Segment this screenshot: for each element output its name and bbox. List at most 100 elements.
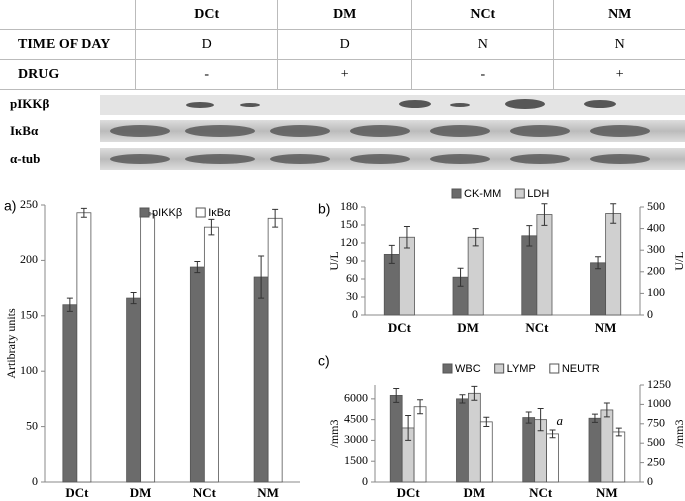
error-bar bbox=[130, 292, 137, 305]
header-cell: DCt bbox=[134, 0, 278, 30]
error-bar bbox=[80, 207, 87, 218]
legend-swatch bbox=[494, 363, 505, 374]
error-bar bbox=[549, 429, 556, 439]
legend-swatch bbox=[514, 188, 525, 199]
bar-chart: a) 0 50 100 150 200 250 Artibraty units DCt DM NCt… bbox=[4, 197, 300, 500]
condition-table: DCt DM NCt NM TIME OF DAY D D N N DRUG -… bbox=[0, 0, 685, 90]
bar bbox=[605, 213, 622, 316]
bar bbox=[588, 417, 602, 483]
x-tick-label: DCt bbox=[397, 485, 421, 500]
x-tick-label: NCt bbox=[529, 485, 553, 500]
legend-label: LDH bbox=[527, 188, 549, 200]
y-axis-label: Artibraty units bbox=[4, 308, 18, 379]
bar bbox=[203, 226, 219, 483]
error-bar bbox=[403, 225, 410, 249]
bar bbox=[398, 236, 415, 316]
y-tick-label: 60 bbox=[346, 271, 358, 285]
row-label: DRUG bbox=[0, 59, 136, 90]
bar bbox=[189, 266, 205, 483]
y2-tick-label: 200 bbox=[647, 264, 665, 278]
error-bar bbox=[525, 411, 532, 424]
bar bbox=[522, 417, 536, 483]
y2-tick-label: 500 bbox=[647, 199, 665, 213]
x-tick-label: DM bbox=[457, 320, 479, 335]
annotation: a bbox=[557, 413, 564, 428]
legend-label: IκBα bbox=[208, 207, 231, 219]
y-tick-label: 120 bbox=[340, 235, 358, 249]
y2-axis-label: /mm3 bbox=[672, 419, 685, 447]
y-tick-label: 4500 bbox=[344, 411, 368, 425]
x-tick-label: NCt bbox=[193, 485, 217, 500]
legend-swatch bbox=[195, 207, 206, 218]
error-bar bbox=[615, 427, 622, 437]
y-tick-label: 180 bbox=[340, 199, 358, 213]
error-bar bbox=[610, 203, 617, 224]
cell: + bbox=[277, 59, 412, 90]
y2-tick-label: 1000 bbox=[647, 396, 671, 410]
y2-tick-label: 300 bbox=[647, 242, 665, 256]
y-axis-label: U/L bbox=[327, 251, 341, 270]
error-bar bbox=[472, 228, 479, 247]
y2-tick-label: 500 bbox=[647, 435, 665, 449]
blot-label: α-tub bbox=[10, 151, 40, 166]
row-label: TIME OF DAY bbox=[0, 29, 136, 60]
legend-label: NEUTR bbox=[562, 363, 600, 375]
bar bbox=[253, 276, 269, 483]
blot-label: IκBα bbox=[10, 123, 39, 138]
bar bbox=[600, 409, 614, 483]
y-tick-label: 3000 bbox=[344, 432, 368, 446]
y2-tick-label: 250 bbox=[647, 454, 665, 468]
bar bbox=[468, 392, 481, 483]
legend-swatch bbox=[549, 363, 560, 374]
y-tick-label: 200 bbox=[20, 252, 38, 266]
legend-label: pIKKβ bbox=[152, 207, 182, 219]
bar bbox=[467, 236, 484, 316]
error-bar bbox=[457, 267, 464, 287]
cell: N bbox=[411, 29, 554, 60]
y-tick-label: 100 bbox=[20, 363, 38, 377]
panel-label: a) bbox=[4, 198, 16, 214]
bar bbox=[536, 214, 553, 316]
bar bbox=[456, 398, 469, 483]
blot-bands bbox=[110, 125, 650, 164]
bar bbox=[590, 262, 607, 316]
panel-label: b) bbox=[318, 201, 330, 217]
bar bbox=[612, 431, 626, 483]
y-tick-label: 6000 bbox=[344, 391, 368, 405]
y2-tick-label: 0 bbox=[647, 307, 653, 321]
legend-label: LYMP bbox=[507, 363, 536, 375]
y-tick-label: 150 bbox=[340, 217, 358, 231]
error-bar bbox=[208, 218, 215, 236]
cell: N bbox=[553, 29, 685, 60]
bar bbox=[76, 212, 92, 483]
y2-tick-label: 400 bbox=[647, 220, 665, 234]
x-tick-label: DM bbox=[464, 485, 486, 500]
error-bar bbox=[591, 413, 598, 423]
error-bar bbox=[537, 408, 544, 432]
error-bar bbox=[526, 225, 533, 247]
blot-label: pIKKβ bbox=[10, 96, 50, 111]
error-bar bbox=[603, 402, 610, 418]
error-bar bbox=[66, 297, 73, 312]
bar bbox=[389, 394, 403, 483]
cell: - bbox=[134, 59, 278, 90]
y-tick-label: 30 bbox=[346, 289, 358, 303]
legend-swatch bbox=[451, 188, 462, 199]
y2-tick-label: 100 bbox=[647, 285, 665, 299]
header-cell: DM bbox=[277, 0, 412, 30]
panel-label: c) bbox=[318, 353, 330, 369]
error-bar bbox=[595, 256, 602, 270]
x-tick-label: NM bbox=[257, 485, 279, 500]
y2-axis-label: U/L bbox=[672, 251, 685, 270]
legend-swatch bbox=[139, 207, 150, 218]
y-tick-label: 0 bbox=[362, 474, 368, 488]
y-tick-label: 150 bbox=[20, 308, 38, 322]
bar bbox=[413, 406, 427, 483]
y-tick-label: 250 bbox=[20, 197, 38, 211]
bar bbox=[521, 235, 538, 316]
error-bar bbox=[405, 414, 412, 441]
y2-tick-label: 0 bbox=[647, 474, 653, 488]
x-tick-label: NM bbox=[596, 485, 618, 500]
